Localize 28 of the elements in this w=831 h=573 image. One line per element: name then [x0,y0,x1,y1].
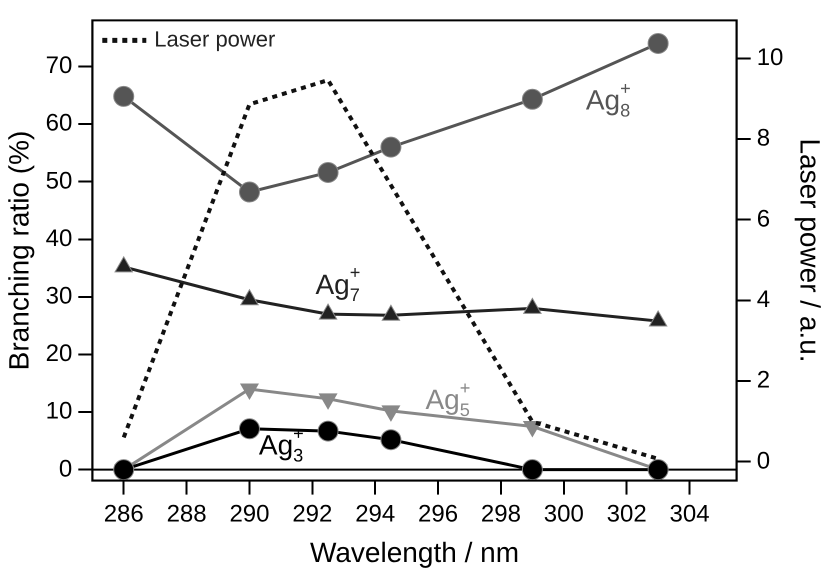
x-tick-label: 298 [480,500,521,528]
x-tick-label: 296 [418,500,458,528]
legend-label: Laser power [154,26,276,52]
y-tick-label: 20 [46,340,72,368]
y-tick-label: 50 [46,167,72,194]
x-axis-title: Wavelength / nm [310,536,520,568]
x-tick-label: 304 [670,500,710,528]
y2-axis-title: Laser power / a.u. [794,138,826,363]
x-tick-label: 294 [355,500,396,528]
y-tick-label: 30 [46,282,72,310]
y-tick-label: 10 [46,398,72,425]
x-tick-label: 292 [292,500,332,528]
x-tick-label: 286 [104,500,144,528]
y-axis-title: Branching ratio (%) [4,130,35,370]
y-tick-label: 60 [46,110,72,137]
x-tick-label: 300 [544,500,584,528]
y2-tick-label: 2 [756,366,770,394]
y2-tick-label: 10 [756,44,784,71]
y2-tick-label: 4 [756,286,770,313]
x-tick-label: 288 [166,500,207,528]
x-tick-label: 290 [229,500,270,528]
x-tick-label: 302 [606,500,647,528]
y2-tick-label: 8 [756,124,770,152]
y2-tick-label: 0 [756,447,770,474]
y-tick-label: 40 [46,224,72,252]
y2-tick-label: 6 [756,205,770,232]
y-tick-label: 70 [46,52,72,80]
y-tick-label: 0 [58,455,72,482]
